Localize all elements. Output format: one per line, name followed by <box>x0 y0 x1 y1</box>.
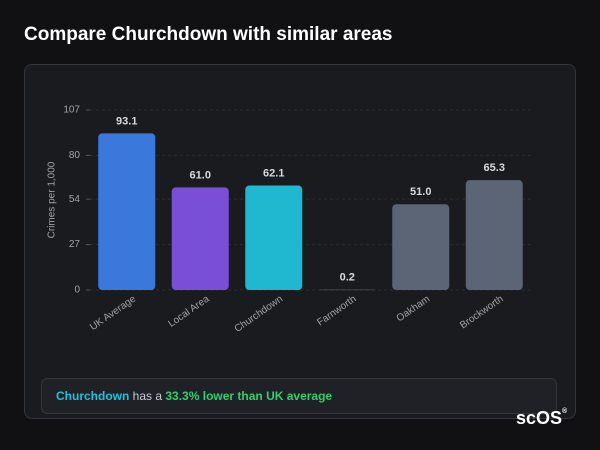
y-tick-label: 107 <box>63 105 80 116</box>
value-label: 62.1 <box>263 167 284 179</box>
value-label: 51.0 <box>410 186 431 198</box>
value-label: 93.1 <box>116 115 137 127</box>
bar <box>98 133 156 290</box>
y-tick-label: 54 <box>69 194 81 205</box>
logo-mark: ® <box>562 408 568 415</box>
summary-highlight: 33.3% lower than UK average <box>165 389 333 403</box>
bar <box>245 185 303 290</box>
value-label: 0.2 <box>340 272 355 284</box>
x-tick-label: Farnworth <box>315 294 358 329</box>
x-tick-label: Brockworth <box>458 294 505 332</box>
logo-text: scOS <box>516 408 563 428</box>
x-tick-label: Oakham <box>395 294 432 325</box>
bar <box>392 204 450 290</box>
value-label: 65.3 <box>484 162 505 174</box>
bar <box>465 180 523 290</box>
page-title: Compare Churchdown with similar areas <box>24 24 393 45</box>
x-tick-label: Local Area <box>166 293 211 329</box>
bar <box>318 289 376 291</box>
summary-text: has a <box>132 389 163 403</box>
value-label: 61.0 <box>190 169 211 181</box>
y-tick-label: 27 <box>69 239 81 250</box>
x-tick-label: UK Average <box>88 293 138 333</box>
x-tick-label: Churchdown <box>233 294 285 335</box>
logo: scOS® <box>516 408 567 429</box>
y-tick-label: 80 <box>69 150 81 161</box>
bar <box>171 187 229 290</box>
summary: Churchdown has a 33.3% lower than UK ave… <box>41 378 557 414</box>
summary-area: Churchdown <box>56 389 130 403</box>
y-axis-label: Crimes per 1,000 <box>47 161 58 238</box>
y-tick-label: 0 <box>74 285 80 296</box>
